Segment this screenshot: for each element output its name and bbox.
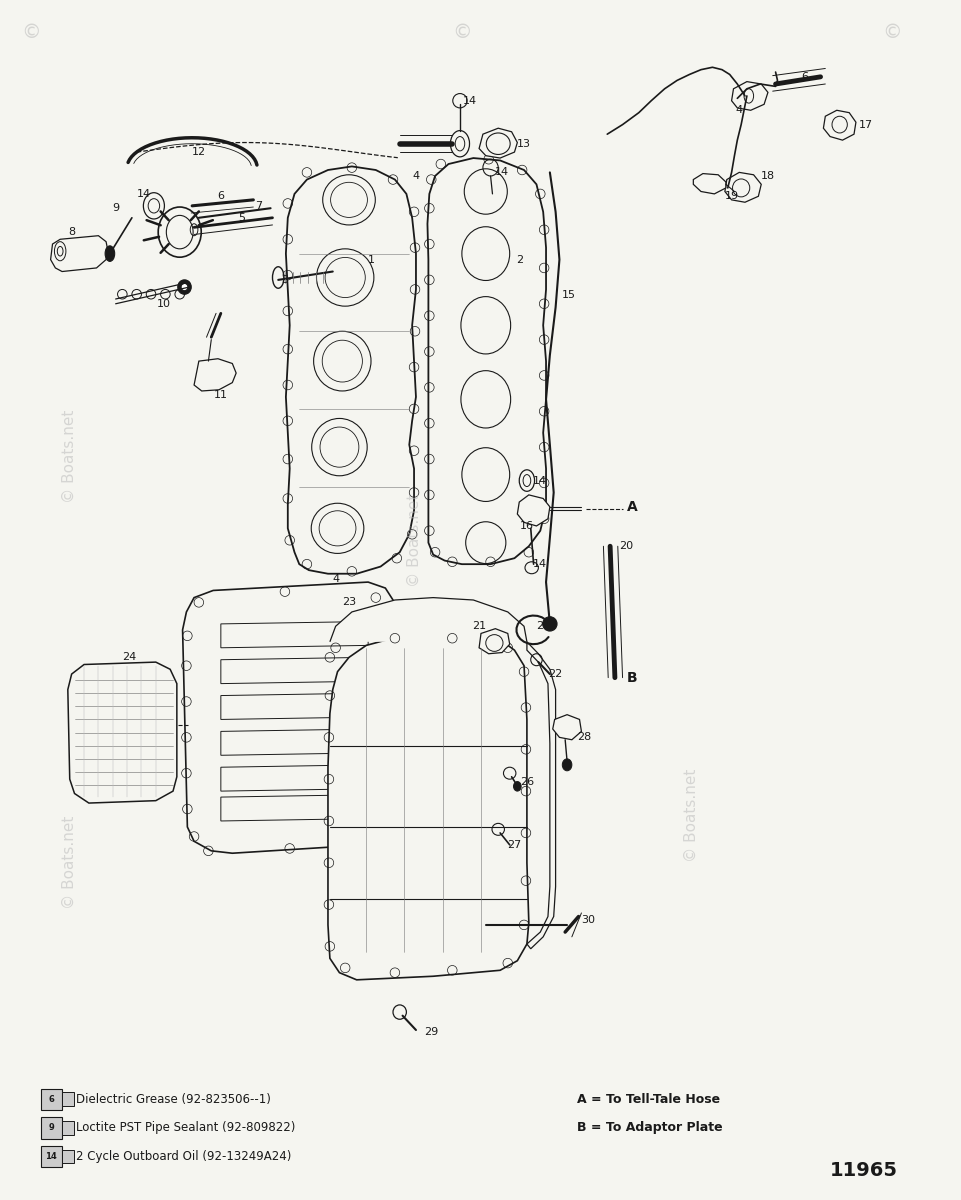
Text: 14: 14 (137, 188, 151, 199)
Text: 16: 16 (519, 521, 533, 530)
Text: ©: © (881, 23, 901, 42)
Text: 29: 29 (424, 1027, 438, 1037)
Ellipse shape (117, 289, 127, 299)
Text: Loctite PST Pipe Sealant (92-809822): Loctite PST Pipe Sealant (92-809822) (76, 1122, 295, 1134)
Ellipse shape (160, 289, 170, 299)
Text: 17: 17 (857, 120, 872, 130)
Text: 26: 26 (519, 776, 533, 786)
Ellipse shape (175, 289, 185, 299)
Text: 14: 14 (532, 475, 547, 486)
Polygon shape (285, 167, 415, 574)
Text: 2: 2 (515, 254, 522, 264)
Text: A: A (627, 500, 637, 514)
Text: 4: 4 (332, 574, 339, 583)
Text: 15: 15 (561, 290, 576, 300)
Polygon shape (67, 662, 177, 803)
Text: 14: 14 (532, 559, 547, 569)
Text: 14: 14 (495, 167, 508, 178)
Text: B: B (627, 671, 637, 685)
Polygon shape (328, 634, 529, 980)
Polygon shape (553, 715, 580, 739)
Text: © Boats.net: © Boats.net (62, 410, 77, 503)
Text: 12: 12 (191, 148, 206, 157)
Text: 30: 30 (580, 916, 595, 925)
Text: 24: 24 (122, 653, 136, 662)
Text: 18: 18 (760, 170, 775, 181)
Text: 25: 25 (535, 622, 550, 631)
Text: 8: 8 (68, 227, 75, 238)
Text: 22: 22 (548, 670, 562, 679)
Text: 7: 7 (256, 200, 262, 211)
Ellipse shape (158, 208, 201, 257)
FancyBboxPatch shape (41, 1088, 62, 1110)
Ellipse shape (105, 246, 114, 262)
Text: 13: 13 (516, 139, 530, 149)
FancyBboxPatch shape (62, 1121, 73, 1135)
Text: © Boats.net: © Boats.net (62, 816, 77, 910)
Text: 27: 27 (506, 840, 521, 850)
Polygon shape (51, 235, 108, 271)
Text: 19: 19 (724, 191, 738, 202)
Ellipse shape (525, 562, 538, 574)
Text: 9: 9 (48, 1123, 54, 1133)
Polygon shape (479, 629, 509, 654)
Text: 6: 6 (800, 72, 807, 82)
Ellipse shape (146, 289, 156, 299)
Text: 9: 9 (112, 203, 119, 214)
Text: 10: 10 (157, 299, 170, 308)
Ellipse shape (132, 289, 141, 299)
Polygon shape (517, 494, 550, 526)
Text: 11: 11 (213, 390, 228, 400)
Text: Dielectric Grease (92-823506--1): Dielectric Grease (92-823506--1) (76, 1093, 271, 1105)
Text: 28: 28 (577, 732, 591, 743)
Polygon shape (194, 359, 235, 391)
FancyBboxPatch shape (41, 1117, 62, 1139)
Ellipse shape (178, 280, 191, 294)
Polygon shape (479, 128, 517, 158)
Text: ©: © (452, 23, 471, 42)
Ellipse shape (519, 470, 534, 491)
Text: ©: © (22, 23, 41, 42)
Text: 20: 20 (619, 541, 632, 551)
Text: 23: 23 (341, 598, 356, 607)
Text: A = To Tell-Tale Hose: A = To Tell-Tale Hose (576, 1093, 719, 1105)
Text: 4: 4 (735, 106, 742, 115)
Polygon shape (221, 764, 368, 791)
Polygon shape (693, 174, 726, 194)
Polygon shape (427, 158, 546, 564)
Polygon shape (823, 110, 855, 140)
Polygon shape (221, 622, 368, 648)
Text: © Boats.net: © Boats.net (683, 768, 699, 862)
Text: 4: 4 (412, 170, 419, 181)
Polygon shape (330, 598, 527, 642)
Polygon shape (730, 82, 767, 110)
Text: 21: 21 (472, 622, 485, 631)
FancyBboxPatch shape (62, 1092, 73, 1106)
Text: 11965: 11965 (828, 1162, 897, 1181)
Text: 14: 14 (462, 96, 476, 106)
FancyBboxPatch shape (62, 1150, 73, 1164)
Polygon shape (221, 658, 368, 684)
Polygon shape (725, 173, 760, 203)
FancyBboxPatch shape (41, 1146, 62, 1168)
Ellipse shape (453, 94, 467, 108)
Text: 5: 5 (238, 212, 245, 223)
Text: © Boats.net: © Boats.net (407, 493, 421, 587)
Polygon shape (221, 730, 368, 755)
Ellipse shape (181, 283, 187, 290)
Text: 1: 1 (367, 254, 374, 264)
Text: 3: 3 (282, 275, 288, 284)
Polygon shape (221, 694, 368, 720)
Polygon shape (221, 794, 368, 821)
Text: 2 Cycle Outboard Oil (92-13249A24): 2 Cycle Outboard Oil (92-13249A24) (76, 1150, 291, 1163)
Polygon shape (527, 642, 555, 949)
Text: 6: 6 (48, 1094, 54, 1104)
Text: B = To Adaptor Plate: B = To Adaptor Plate (576, 1122, 722, 1134)
Text: 14: 14 (45, 1152, 58, 1162)
Ellipse shape (542, 617, 556, 631)
Ellipse shape (562, 758, 571, 770)
Ellipse shape (513, 781, 521, 791)
Text: 6: 6 (217, 191, 224, 202)
Polygon shape (183, 582, 393, 853)
